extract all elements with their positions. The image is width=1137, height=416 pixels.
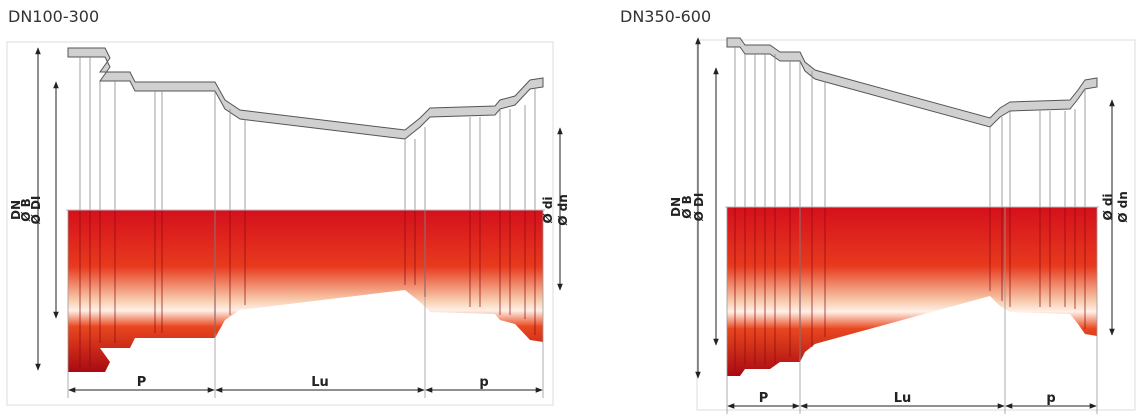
panel: DN350-600 P Lu p DNØ BØ DI Ø di Ø dn <box>620 7 1136 414</box>
diameter-label: DN <box>669 197 683 217</box>
dimension-label: p <box>1046 391 1055 406</box>
pipe-section <box>727 207 1097 376</box>
diameter-label: Ø DI <box>29 196 43 225</box>
dimension-label: Lu <box>894 391 912 406</box>
diameter-label: Ø di <box>1101 193 1115 220</box>
pipe-section <box>68 210 543 372</box>
diameter-label: Ø di <box>541 196 555 223</box>
dimension-label: Lu <box>311 375 329 390</box>
dimension-label: P <box>759 391 769 406</box>
dimension-label: P <box>137 375 147 390</box>
diameter-label: Ø dn <box>1116 191 1130 223</box>
panel-title: DN350-600 <box>620 7 711 26</box>
diameter-label: Ø dn <box>556 194 570 226</box>
diameter-label: Ø B <box>19 198 33 222</box>
panel-title: DN100-300 <box>8 7 99 26</box>
pipe-wall <box>726 37 1098 128</box>
dimension-label: p <box>479 375 488 390</box>
diameter-label: DN <box>9 200 23 220</box>
diameter-label: Ø DI <box>692 193 706 222</box>
pipe-wall <box>67 47 544 140</box>
diameter-label: Ø B <box>680 195 694 219</box>
panel-frame <box>6 41 554 406</box>
panel: DN100-300 P Lu p DNØ BØ DI Ø di Ø dn <box>6 7 570 406</box>
